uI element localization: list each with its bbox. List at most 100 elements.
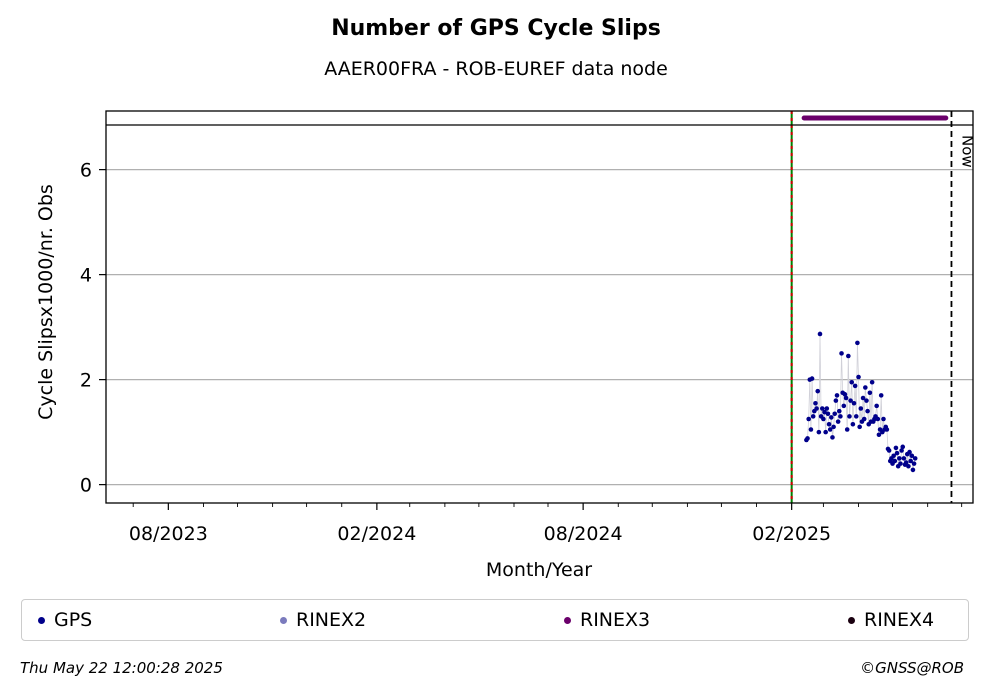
gps-data-point — [874, 403, 879, 409]
gps-data-point — [851, 400, 857, 406]
gps-data-point — [891, 453, 896, 459]
y-axis-label: Cycle Slipsx1000/nr. Obs — [35, 184, 57, 420]
gps-data-point — [819, 406, 825, 411]
gps-data-point — [908, 458, 913, 464]
gps-data-point — [878, 393, 884, 398]
legend-label-rinex2: RINEX2 — [296, 609, 367, 631]
gps-data-point — [853, 414, 859, 419]
gps-data-point — [839, 351, 844, 356]
gps-data-point — [841, 403, 847, 409]
gps-data-point — [852, 383, 858, 389]
cycle-slips-chart: Now 0 2 4 6 08/2023 02/2024 08/2024 02/2025 Cyc… — [35, 110, 976, 581]
gps-data-point — [843, 395, 849, 401]
rinex4-marker-icon — [848, 616, 855, 624]
gps-data-point — [881, 416, 886, 422]
timestamp: Thu May 22 12:00:28 2025 — [20, 659, 223, 677]
gps-data-point — [830, 435, 835, 440]
x-tick-label: 02/2025 — [752, 523, 831, 545]
gps-data-point — [814, 406, 819, 411]
gps-data-point — [911, 461, 917, 466]
legend-item-rinex2: RINEX2 — [280, 600, 366, 640]
x-tick-label: 08/2024 — [544, 523, 623, 545]
gps-data-point — [912, 456, 918, 461]
gps-marker-icon — [38, 616, 45, 624]
gps-data-point — [832, 411, 838, 417]
gps-data-point — [901, 456, 907, 461]
gps-data-point — [863, 385, 868, 390]
grid-layer — [106, 169, 973, 486]
chart-subtitle: AAER00FRA - ROB-EUREF data node — [324, 58, 668, 80]
gps-data-point — [886, 448, 892, 453]
gps-data-point — [846, 353, 851, 359]
gps-data-point — [876, 432, 882, 438]
gps-data-point — [829, 415, 834, 420]
gps-data-point — [875, 416, 881, 422]
gps-data-point — [813, 400, 818, 406]
marks-layer: Now — [790, 111, 976, 503]
gps-data-point — [897, 456, 902, 461]
gps-data-point — [856, 374, 861, 380]
legend-label-gps: GPS — [54, 609, 93, 631]
gps-data-point — [906, 463, 911, 469]
gps-data-point — [858, 406, 864, 411]
gps-data-point — [892, 458, 898, 464]
gps-data-point — [909, 453, 915, 459]
gps-data-point — [831, 424, 836, 430]
gps-data-point — [838, 414, 843, 419]
legend-label-rinex4: RINEX4 — [864, 609, 935, 631]
legend-label-rinex3: RINEX3 — [580, 609, 651, 631]
y-tick-label: 0 — [80, 475, 92, 497]
x-tick-label: 08/2023 — [129, 523, 208, 545]
gps-data-point — [910, 467, 916, 473]
legend-item-rinex3: RINEX3 — [564, 600, 650, 640]
gps-data-point — [867, 390, 873, 396]
gps-series-line — [806, 333, 916, 470]
gps-data-point — [864, 398, 869, 403]
gps-data-point — [836, 408, 842, 414]
gps-data-point — [860, 395, 866, 401]
gps-data-point — [899, 448, 904, 453]
gps-data-point — [900, 444, 906, 450]
axes-layer: 0 2 4 6 08/2023 02/2024 08/2024 02/2025 — [80, 110, 974, 545]
legend-item-gps: GPS — [38, 600, 92, 640]
gps-data-point — [907, 449, 912, 455]
gps-data-point — [816, 429, 822, 435]
rinex2-marker-icon — [280, 616, 287, 624]
gps-data-point — [827, 427, 833, 432]
gps-data-point — [893, 445, 899, 451]
gps-data-point — [857, 424, 862, 430]
gps-data-point — [842, 392, 848, 397]
chart-title: Number of GPS Cycle Slips — [331, 16, 661, 41]
gps-data-point — [855, 340, 860, 346]
legend-item-rinex4: RINEX4 — [848, 600, 934, 640]
gps-data-point — [850, 421, 856, 427]
y-tick-label: 2 — [80, 370, 92, 392]
y-tick-label: 6 — [80, 160, 92, 182]
gps-data-point — [865, 408, 870, 414]
gps-data-point — [809, 376, 815, 381]
gps-data-point — [861, 416, 867, 422]
gps-data-point — [844, 427, 850, 432]
gps-data-point — [849, 379, 855, 385]
gps-data-point — [824, 406, 830, 411]
gps-data-point — [834, 393, 840, 398]
gps-data-point — [810, 414, 816, 419]
gps-data-point — [825, 411, 831, 417]
gps-data-point — [806, 416, 811, 422]
x-axis-label: Month/Year — [486, 559, 592, 581]
gps-data-point — [884, 427, 890, 432]
copyright: ©GNSS@ROB — [860, 659, 964, 677]
gps-data-point — [894, 450, 900, 456]
gps-data-point — [808, 427, 814, 432]
gps-data-point — [835, 419, 841, 424]
gps-data-point — [869, 379, 875, 385]
x-tick-label: 02/2024 — [337, 523, 416, 545]
gps-data-point — [833, 398, 839, 403]
legend: GPS RINEX2 RINEX3 RINEX4 — [21, 599, 969, 641]
gps-data-point — [898, 461, 903, 466]
gps-data-point — [847, 414, 852, 419]
rinex3-marker-icon — [564, 616, 571, 624]
gps-data-point — [821, 416, 826, 422]
gps-data-point — [903, 460, 909, 465]
gps-data-point — [815, 388, 821, 394]
